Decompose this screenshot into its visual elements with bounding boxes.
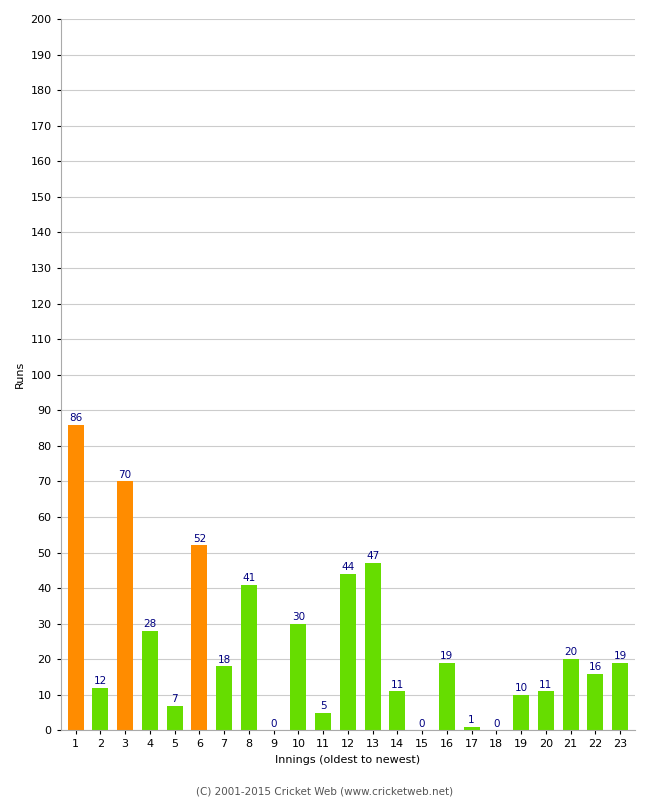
Bar [365,563,381,730]
Text: 5: 5 [320,701,326,711]
Text: 28: 28 [143,619,157,629]
Text: 12: 12 [94,676,107,686]
Text: 52: 52 [192,534,206,544]
Bar [92,688,109,730]
Text: 70: 70 [118,470,132,480]
Bar [439,663,455,730]
Text: 44: 44 [341,562,354,572]
Bar [538,691,554,730]
Text: 41: 41 [242,573,255,582]
Text: 11: 11 [391,679,404,690]
Bar [216,666,232,730]
Text: 0: 0 [270,718,277,729]
Y-axis label: Runs: Runs [15,361,25,388]
Bar [117,482,133,730]
Bar [291,624,306,730]
Bar [563,659,578,730]
Bar [191,546,207,730]
Bar [340,574,356,730]
Text: 16: 16 [589,662,602,672]
Text: 47: 47 [366,551,379,562]
Text: 30: 30 [292,612,305,622]
Text: 86: 86 [69,413,82,422]
X-axis label: Innings (oldest to newest): Innings (oldest to newest) [276,755,421,765]
Text: 19: 19 [614,651,627,661]
Text: 20: 20 [564,647,577,658]
Text: 0: 0 [493,718,500,729]
Bar [389,691,406,730]
Bar [166,706,183,730]
Bar [612,663,628,730]
Text: 0: 0 [419,718,425,729]
Bar [588,674,603,730]
Text: (C) 2001-2015 Cricket Web (www.cricketweb.net): (C) 2001-2015 Cricket Web (www.cricketwe… [196,786,454,796]
Text: 1: 1 [468,715,475,725]
Text: 11: 11 [540,679,552,690]
Bar [68,425,84,730]
Bar [142,631,158,730]
Text: 19: 19 [440,651,454,661]
Bar [463,727,480,730]
Text: 18: 18 [218,654,231,665]
Bar [240,585,257,730]
Text: 7: 7 [171,694,178,704]
Bar [315,713,331,730]
Text: 10: 10 [515,683,528,693]
Bar [513,695,529,730]
